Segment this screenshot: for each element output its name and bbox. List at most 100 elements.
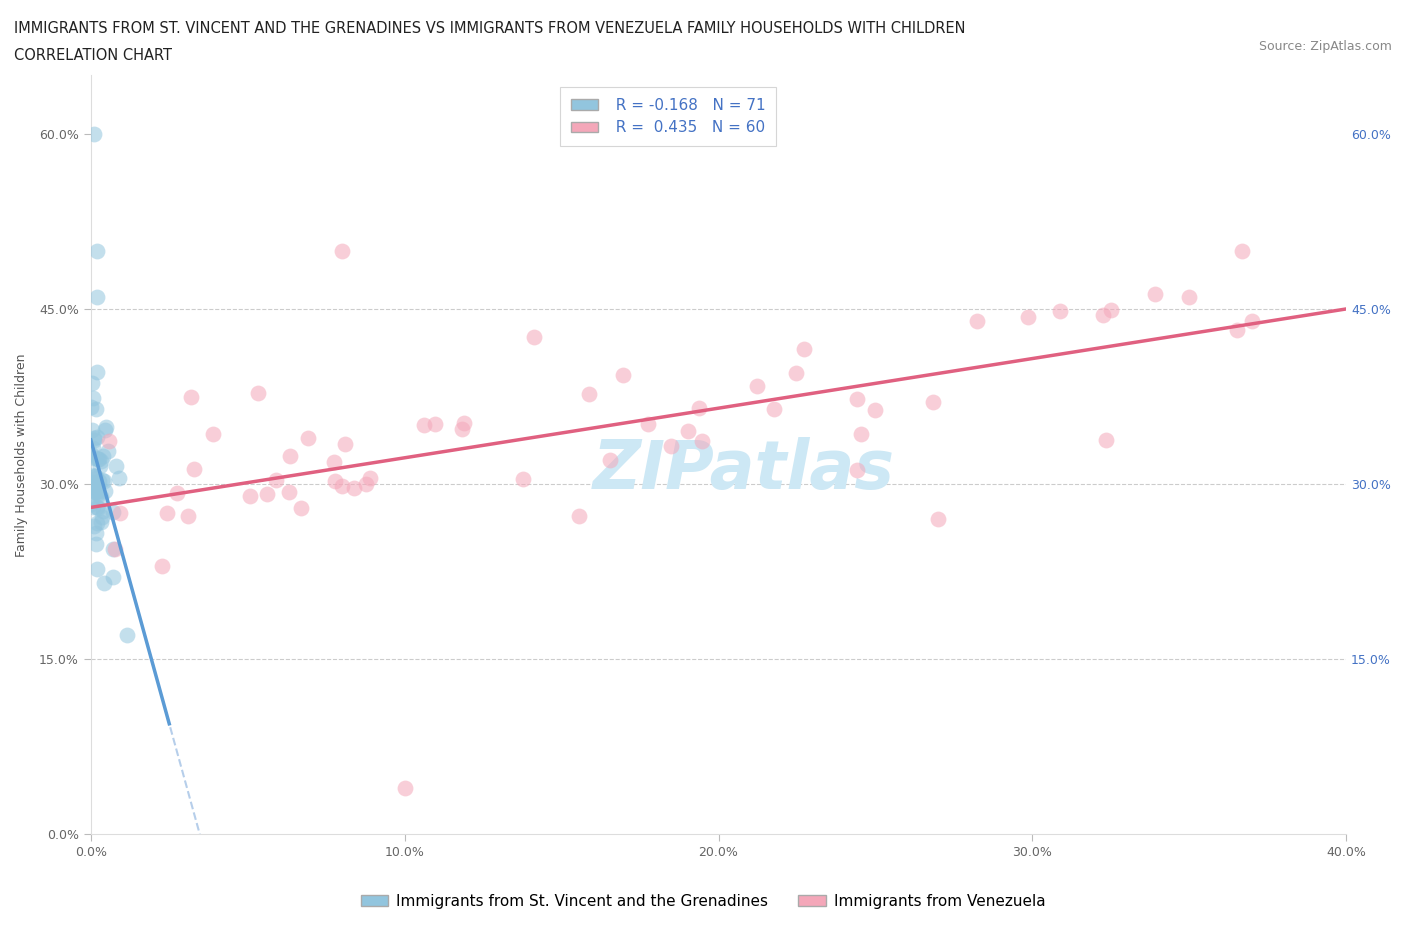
Point xyxy=(101,542,124,557)
Point xyxy=(322,455,344,470)
Point xyxy=(90,515,112,530)
Point xyxy=(84,485,107,499)
Point xyxy=(80,447,103,462)
Point xyxy=(82,499,104,514)
Point xyxy=(785,365,807,380)
Point xyxy=(343,481,366,496)
Point xyxy=(97,434,120,449)
Point xyxy=(94,419,117,434)
Point xyxy=(86,515,108,530)
Point xyxy=(87,485,110,500)
Point xyxy=(297,431,319,445)
Point xyxy=(359,471,381,485)
Point xyxy=(83,126,105,141)
Point xyxy=(87,451,110,466)
Point xyxy=(676,424,699,439)
Point xyxy=(394,780,416,795)
Point xyxy=(103,570,125,585)
Point xyxy=(921,395,943,410)
Point xyxy=(578,387,600,402)
Point xyxy=(82,440,104,455)
Point xyxy=(87,452,110,467)
Point xyxy=(90,454,112,469)
Point xyxy=(86,290,108,305)
Point xyxy=(423,417,446,432)
Y-axis label: Family Households with Children: Family Households with Children xyxy=(15,353,28,557)
Point xyxy=(84,450,107,465)
Point xyxy=(86,430,108,445)
Point xyxy=(451,421,474,436)
Point xyxy=(83,432,105,447)
Point xyxy=(966,313,988,328)
Point xyxy=(413,418,436,432)
Point xyxy=(1241,313,1264,328)
Point xyxy=(84,537,107,551)
Point xyxy=(1230,243,1253,258)
Point xyxy=(86,477,108,492)
Point xyxy=(1095,432,1118,447)
Point xyxy=(1226,323,1249,338)
Point xyxy=(1049,304,1071,319)
Point xyxy=(86,525,108,540)
Legend:   R = -0.168   N = 71,   R =  0.435   N = 60: R = -0.168 N = 71, R = 0.435 N = 60 xyxy=(560,86,776,146)
Point xyxy=(333,436,356,451)
Text: Source: ZipAtlas.com: Source: ZipAtlas.com xyxy=(1258,40,1392,53)
Point xyxy=(202,426,225,441)
Point xyxy=(80,376,103,391)
Point xyxy=(166,485,188,500)
Point xyxy=(91,448,114,463)
Point xyxy=(846,462,869,477)
Point xyxy=(1178,290,1201,305)
Point xyxy=(115,627,138,642)
Point xyxy=(80,400,103,415)
Point xyxy=(84,475,107,490)
Point xyxy=(110,506,132,521)
Point xyxy=(863,403,886,418)
Point xyxy=(599,453,621,468)
Point xyxy=(793,342,815,357)
Point xyxy=(89,458,111,473)
Point xyxy=(278,485,301,499)
Point xyxy=(453,416,475,431)
Point xyxy=(87,483,110,498)
Point xyxy=(86,243,108,258)
Point xyxy=(763,402,786,417)
Point xyxy=(108,471,131,485)
Point xyxy=(568,508,591,523)
Point xyxy=(91,504,114,519)
Point xyxy=(612,368,634,383)
Point xyxy=(80,468,103,483)
Point xyxy=(94,484,117,498)
Point xyxy=(278,448,301,463)
Point xyxy=(1143,286,1166,301)
Point xyxy=(356,476,378,491)
Point xyxy=(82,423,104,438)
Point xyxy=(80,497,103,512)
Point xyxy=(84,480,107,495)
Point xyxy=(90,490,112,505)
Point xyxy=(659,438,682,453)
Point xyxy=(256,486,278,501)
Point xyxy=(86,471,108,485)
Text: IMMIGRANTS FROM ST. VINCENT AND THE GRENADINES VS IMMIGRANTS FROM VENEZUELA FAMI: IMMIGRANTS FROM ST. VINCENT AND THE GREN… xyxy=(14,21,966,36)
Point xyxy=(690,434,713,449)
Point xyxy=(512,472,534,486)
Point xyxy=(84,485,107,499)
Point xyxy=(84,402,107,417)
Point xyxy=(637,417,659,432)
Legend: Immigrants from St. Vincent and the Grenadines, Immigrants from Venezuela: Immigrants from St. Vincent and the Gren… xyxy=(354,888,1052,915)
Point xyxy=(83,469,105,484)
Point xyxy=(84,469,107,484)
Point xyxy=(83,519,105,534)
Point xyxy=(851,426,873,441)
Point xyxy=(87,487,110,502)
Point xyxy=(688,401,710,416)
Point xyxy=(183,461,205,476)
Point xyxy=(845,392,868,406)
Point xyxy=(83,431,105,445)
Point xyxy=(84,475,107,490)
Point xyxy=(1017,310,1039,325)
Point xyxy=(83,479,105,494)
Point xyxy=(105,458,128,473)
Point xyxy=(177,509,200,524)
